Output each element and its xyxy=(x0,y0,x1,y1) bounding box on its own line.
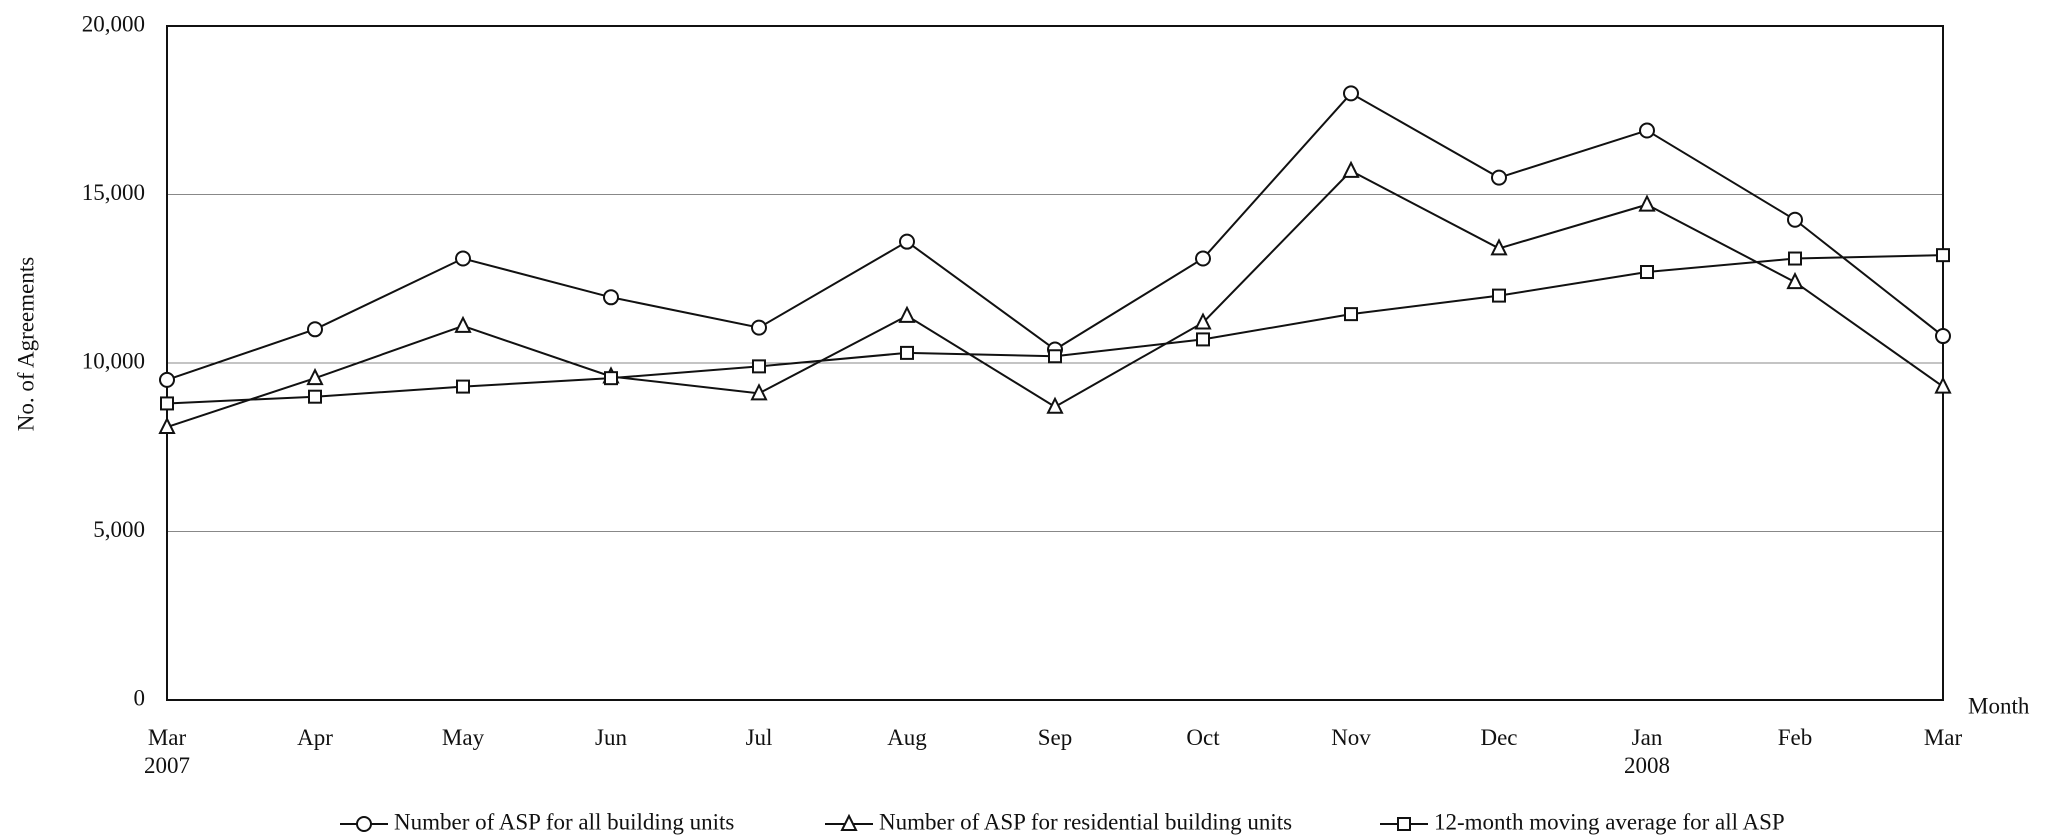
marker xyxy=(455,250,471,267)
x-tick-label: Nov xyxy=(1331,725,1371,750)
y-tick-label: 20,000 xyxy=(82,11,145,36)
legend-label: 12-month moving average for all ASP xyxy=(1434,809,1785,834)
x-tick-label: Sep xyxy=(1037,725,1073,750)
marker xyxy=(1786,271,1804,290)
marker xyxy=(898,305,916,323)
x-tick-label: May xyxy=(441,725,485,750)
marker xyxy=(308,389,322,404)
marker xyxy=(159,371,175,388)
x-tick-label: Dec xyxy=(1480,725,1518,750)
y-axis-label: No. of Agreements xyxy=(13,257,38,431)
y-tick-label: 15,000 xyxy=(82,180,145,205)
marker xyxy=(1342,160,1360,178)
marker xyxy=(454,315,472,333)
marker xyxy=(604,371,618,386)
marker xyxy=(751,319,767,336)
marker xyxy=(1640,265,1654,280)
legend-label: Number of ASP for residential building u… xyxy=(879,809,1292,834)
marker xyxy=(899,233,915,250)
marker xyxy=(1935,328,1951,345)
x-tick-label: Jun xyxy=(595,725,627,750)
marker xyxy=(1048,349,1062,364)
marker xyxy=(1936,248,1950,263)
marker xyxy=(456,379,470,394)
marker xyxy=(306,367,324,386)
x-tick-label: Jul xyxy=(745,725,773,750)
series-line xyxy=(166,254,1944,405)
marker xyxy=(1397,817,1411,831)
marker xyxy=(1490,238,1508,256)
legend-label: Number of ASP for all building units xyxy=(394,809,734,834)
marker xyxy=(1046,396,1064,414)
marker xyxy=(840,813,858,831)
x-tick-label: Aug xyxy=(887,725,927,750)
marker xyxy=(1194,312,1212,330)
marker xyxy=(356,816,372,832)
x-tick-label: Feb xyxy=(1777,725,1813,750)
x-tick-label: Jan 2008 xyxy=(1624,725,1670,778)
x-tick-label: Apr xyxy=(297,725,333,750)
marker xyxy=(1196,332,1210,347)
marker xyxy=(1788,251,1802,266)
marker xyxy=(160,396,174,411)
marker xyxy=(603,289,619,306)
marker xyxy=(1934,376,1952,394)
marker xyxy=(1639,122,1655,139)
marker xyxy=(158,416,176,435)
marker xyxy=(750,383,768,401)
marker xyxy=(1491,169,1507,186)
x-tick-label: Mar xyxy=(1923,725,1963,750)
marker xyxy=(1638,194,1656,212)
y-tick-label: 0 xyxy=(134,685,146,710)
plot-frame xyxy=(166,25,1944,701)
marker xyxy=(752,359,766,374)
marker xyxy=(1344,307,1358,322)
marker xyxy=(1195,250,1211,267)
y-tick-label: 5,000 xyxy=(93,517,145,542)
marker xyxy=(1787,211,1803,228)
x-tick-label: Mar 2007 xyxy=(144,725,190,778)
marker xyxy=(900,345,914,360)
marker xyxy=(307,321,323,338)
marker xyxy=(1343,85,1359,102)
marker xyxy=(1492,288,1506,303)
x-tick-label: Oct xyxy=(1186,725,1220,750)
x-axis-label: Month xyxy=(1968,693,2030,718)
y-tick-label: 10,000 xyxy=(82,348,145,373)
